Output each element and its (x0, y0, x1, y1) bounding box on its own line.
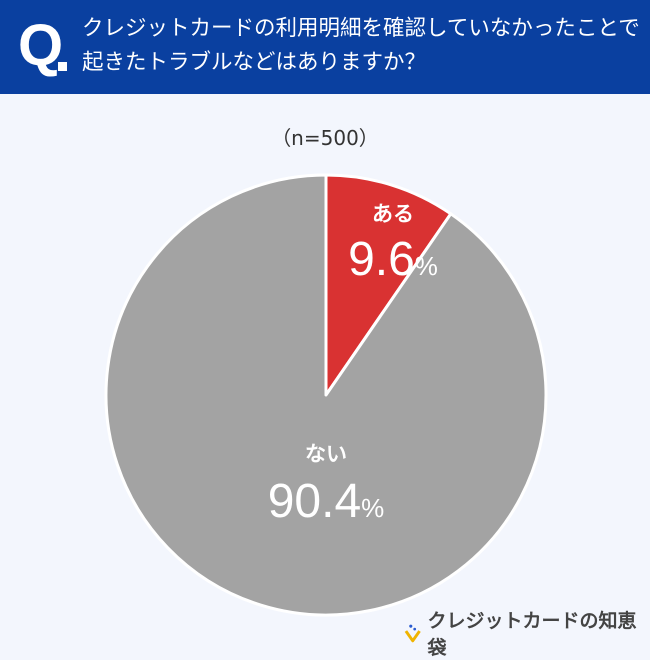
lightbulb-icon (404, 624, 421, 643)
sample-size: （n=500） (271, 126, 379, 150)
pie-slice-0 (324, 173, 453, 397)
brand-logo: クレジットカードの知恵袋 (402, 606, 650, 660)
slice-label-no: ない (305, 442, 347, 466)
q-mark: Q (18, 13, 64, 78)
q-dot (58, 62, 67, 71)
question-text: クレジットカードの利用明細を確認していなかったことで起きたトラブルなどはあります… (82, 16, 640, 75)
slice-value-yes: 9.6% (348, 233, 438, 286)
question-header: Q クレジットカードの利用明細を確認していなかったことで起きたトラブルなどはあり… (0, 0, 650, 94)
slice-label-yes: ある (372, 202, 414, 226)
slice-value-no: 90.4% (267, 475, 385, 528)
brand-name: クレジットカードの知恵袋 (427, 610, 637, 659)
pie-slice-1 (104, 173, 548, 617)
